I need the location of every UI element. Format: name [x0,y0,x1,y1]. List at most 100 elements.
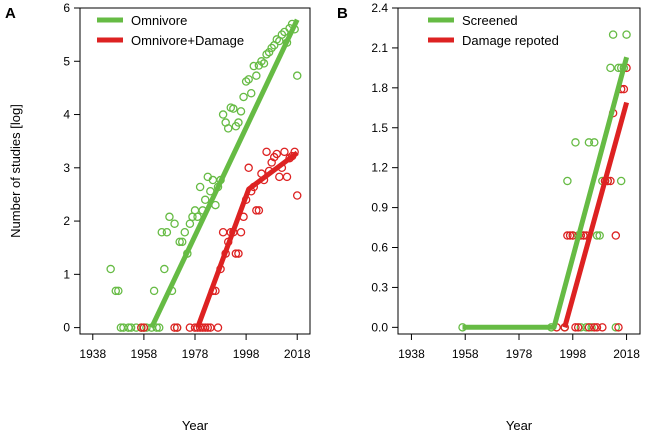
x-tick-label: 1998 [233,347,260,361]
y-tick-label: 0.0 [371,320,388,334]
data-point [106,264,115,274]
data-point [595,231,604,240]
data-point [598,323,607,332]
y-tick-label: 1.5 [371,121,388,135]
data-point [264,47,274,57]
data-point [571,138,580,147]
data-point [193,212,202,222]
data-point [200,195,210,205]
data-point [262,147,271,157]
y-tick-label: 4 [63,108,70,122]
legend-label: Omnivore+Damage [131,33,244,48]
data-point [142,323,151,332]
legend-label: Omnivore [131,13,187,28]
y-tick-label: 2.4 [371,1,388,15]
data-point [160,264,169,274]
data-point [246,88,256,98]
data-point [180,228,190,237]
data-point [275,172,284,182]
y-tick-label: 3 [63,161,70,175]
data-point [213,323,223,332]
data-point [616,176,626,186]
data-point [172,323,182,332]
data-point [165,212,174,222]
legend: Screened Damage repoted [428,13,559,48]
data-point [175,237,184,247]
y-tick-label: 2 [63,214,70,228]
panel-label: B [337,5,348,22]
panel-a: A 0 1 2 3 4 5 6 1938 1958 1978 1998 2018 Year Number o… [5,1,311,433]
data-point [267,43,276,53]
data-point [592,323,602,332]
data-point [565,231,575,240]
data-point [576,323,586,332]
x-tick-label: 1978 [506,347,533,361]
data-point [581,323,591,332]
x-tick-label: 1978 [182,347,209,361]
y-tick-label: 0 [63,321,70,335]
data-point [563,176,572,186]
x-axis-title: Year [506,418,533,433]
y-tick-label: 0.9 [371,201,388,215]
data-point [195,182,205,192]
data-point [170,219,179,228]
x-axis-title: Year [182,418,209,433]
data-point [162,228,172,237]
legend-label: Screened [462,13,518,28]
x-tick-label: 1998 [559,347,586,361]
data-point [267,158,276,167]
data-point [587,323,596,332]
data-point [614,323,623,332]
data-point [571,323,580,332]
data-point [244,163,253,173]
data-point [218,228,228,237]
data-point [137,323,146,332]
x-tick-label: 1938 [398,347,425,361]
data-point [262,50,271,59]
data-point [280,147,289,157]
data-point [611,231,621,240]
data-point [292,191,302,200]
data-point [252,206,261,215]
data-point [282,172,292,182]
data-point [229,104,238,113]
y-tick-label: 0.6 [371,241,388,255]
plot-frame [397,7,641,335]
data-point [272,149,282,159]
fit-line [462,56,630,330]
x-tick-label: 2018 [613,347,640,361]
y-tick-label: 1.8 [371,81,388,95]
y-tick-label: 1 [63,267,70,281]
data-point [200,323,210,332]
data-point [114,286,123,296]
data-point [277,30,287,39]
fit-line [195,150,299,329]
y-tick-label: 0.3 [371,280,388,294]
data-point [236,107,246,116]
fit-line [562,101,630,328]
data-point [584,138,594,147]
data-point [590,138,599,147]
panel-b: B 0.0 0.3 0.6 0.9 1.2 1.5 1.8 2.1 2.4 1938 1958 1978… [337,1,641,433]
data-point [244,75,253,84]
data-point [622,30,631,39]
data-point [249,61,259,71]
data-point [154,323,164,332]
series-green [106,19,302,332]
y-tick-label: 2.1 [371,41,388,55]
data-point [563,231,572,240]
data-point [203,323,213,332]
x-tick-label: 1958 [452,347,479,361]
x-tick-label: 1958 [131,347,158,361]
data-point [254,206,264,215]
data-point [111,286,121,296]
data-point [236,228,246,237]
y-tick-label: 6 [63,1,70,15]
y-tick-label: 1.2 [371,161,388,175]
y-axis-title: Number of studies [log] [8,104,23,238]
data-point [241,77,251,86]
data-point [292,71,302,80]
data-point [590,323,599,332]
data-point [139,323,149,332]
